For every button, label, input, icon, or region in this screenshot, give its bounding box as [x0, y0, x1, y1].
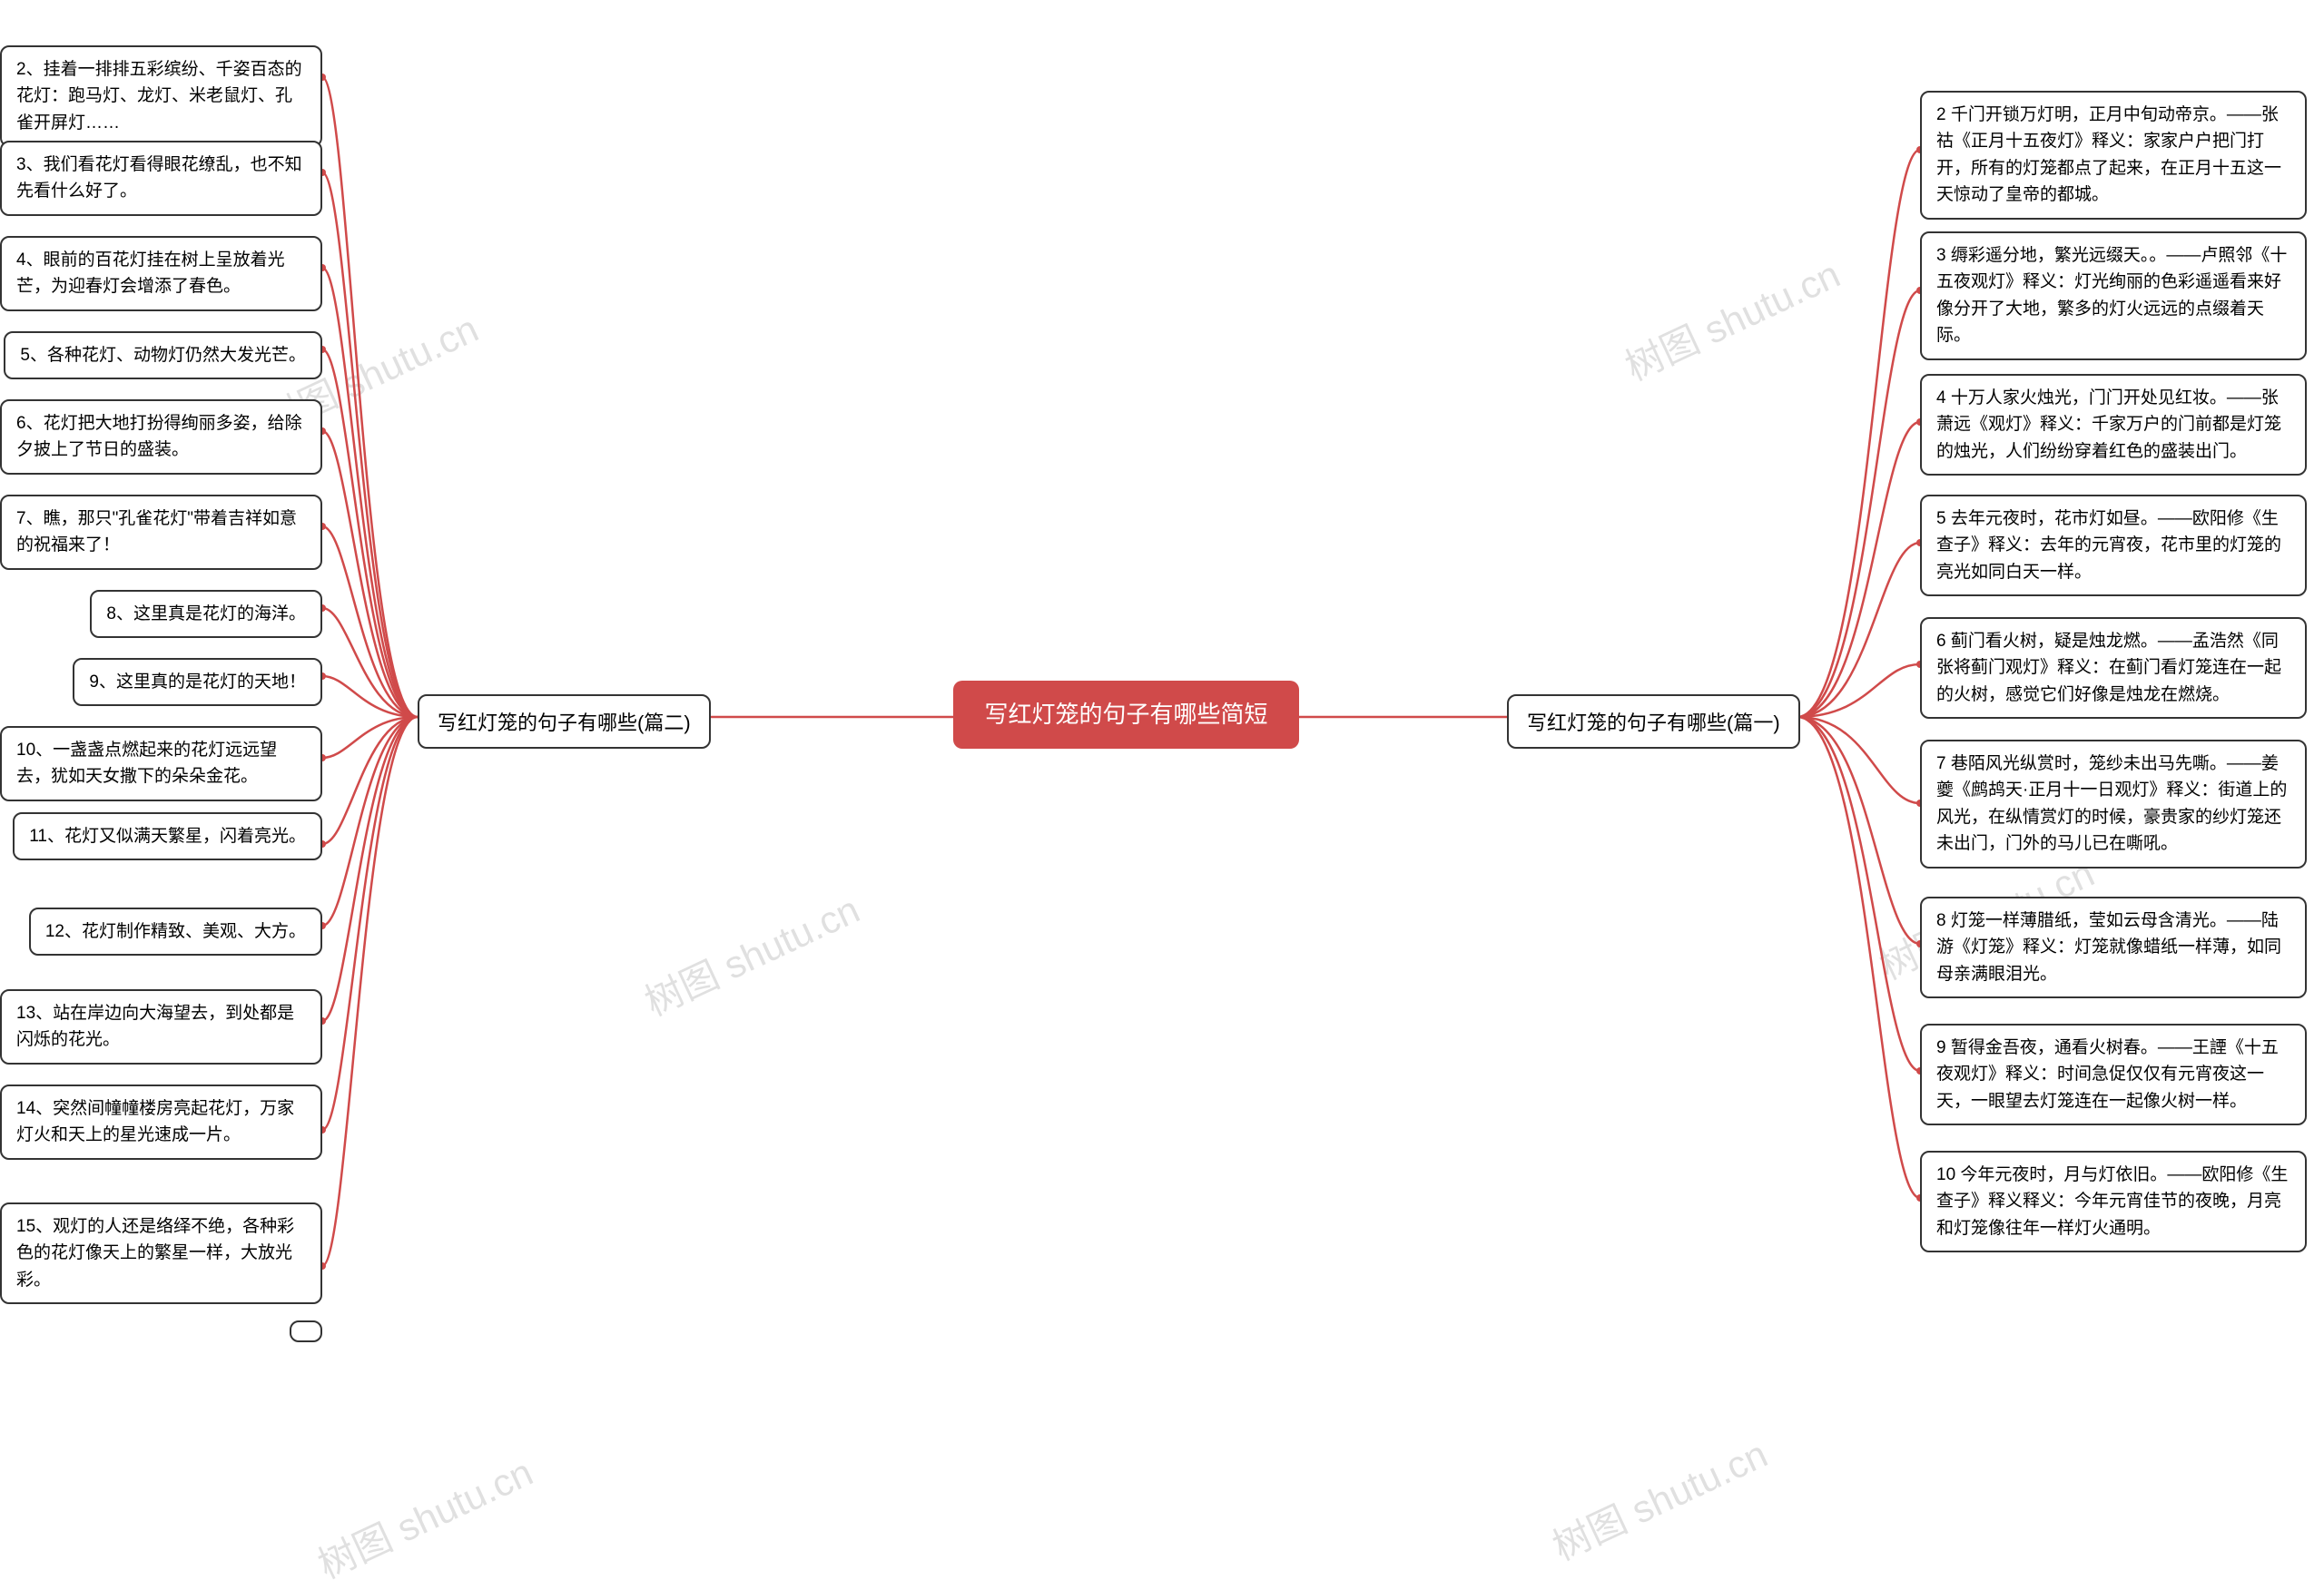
left-leaf-15[interactable] [290, 1320, 322, 1342]
left-leaf-7[interactable]: 8、这里真是花灯的海洋。 [90, 590, 322, 638]
root-title: 写红灯笼的句子有哪些简短 [984, 697, 1267, 732]
leaf-text: 4、眼前的百花灯挂在树上呈放着光芒，为迎春灯会增添了春色。 [16, 250, 285, 296]
left-leaf-1[interactable]: 2、挂着一排排五彩缤纷、千姿百态的花灯：跑马灯、龙灯、米老鼠灯、孔雀开屏灯…… [0, 45, 322, 147]
left-leaf-10[interactable]: 11、花灯又似满天繁星，闪着亮光。 [13, 812, 322, 860]
watermark: 树图 shutu.cn [308, 1442, 540, 1590]
leaf-text: 15、观灯的人还是络绎不绝，各种彩色的花灯像天上的繁星一样，大放光彩。 [16, 1217, 294, 1290]
leaf-text: 10 今年元夜时，月与灯依旧。——欧阳修《生查子》释义释义：今年元宵佳节的夜晚，… [1936, 1165, 2288, 1238]
branch-right[interactable]: 写红灯笼的句子有哪些(篇一) [1507, 694, 1800, 749]
left-leaf-3[interactable]: 4、眼前的百花灯挂在树上呈放着光芒，为迎春灯会增添了春色。 [0, 236, 322, 311]
right-leaf-4[interactable]: 5 去年元夜时，花市灯如昼。——欧阳修《生查子》释义：去年的元宵夜，花市里的灯笼… [1920, 495, 2307, 596]
leaf-text: 8、这里真是花灯的海洋。 [106, 604, 306, 623]
right-leaf-5[interactable]: 6 蓟门看火树，疑是烛龙燃。——孟浩然《同张将蓟门观灯》释义：在蓟门看灯笼连在一… [1920, 617, 2307, 719]
leaf-text: 3 缛彩遥分地，繁光远缀天。。——卢照邻《十五夜观灯》释义：灯光绚丽的色彩遥遥看… [1936, 246, 2287, 345]
left-leaf-11[interactable]: 12、花灯制作精致、美观、大方。 [29, 908, 322, 956]
leaf-text: 8 灯笼一样薄腊纸，莹如云母含清光。——陆游《灯笼》释义：灯笼就像蜡纸一样薄，如… [1936, 911, 2281, 984]
left-leaf-8[interactable]: 9、这里真的是花灯的天地！ [73, 658, 322, 706]
left-leaf-2[interactable]: 3、我们看花灯看得眼花缭乱，也不知先看什么好了。 [0, 141, 322, 216]
watermark: 树图 shutu.cn [1542, 1424, 1775, 1572]
leaf-text: 5、各种花灯、动物灯仍然大发光芒。 [20, 346, 306, 365]
left-leaf-5[interactable]: 6、花灯把大地打扮得绚丽多姿，给除夕披上了节日的盛装。 [0, 399, 322, 475]
watermark: 树图 shutu.cn [1615, 244, 1847, 392]
leaf-text: 12、花灯制作精致、美观、大方。 [45, 922, 306, 941]
leaf-text: 13、站在岸边向大海望去，到处都是闪烁的花光。 [16, 1004, 294, 1049]
leaf-text: 2 千门开锁万灯明，正月中旬动帝京。——张祜《正月十五夜灯》释义：家家户户把门打… [1936, 105, 2281, 204]
leaf-text: 9、这里真的是花灯的天地！ [89, 672, 306, 692]
leaf-text: 5 去年元夜时，花市灯如昼。——欧阳修《生查子》释义：去年的元宵夜，花市里的灯笼… [1936, 509, 2281, 582]
left-leaf-6[interactable]: 7、瞧，那只"孔雀花灯"带着吉祥如意的祝福来了！ [0, 495, 322, 570]
leaf-text: 3、我们看花灯看得眼花缭乱，也不知先看什么好了。 [16, 155, 302, 201]
leaf-text: 11、花灯又似满天繁星，闪着亮光。 [29, 827, 306, 846]
leaf-text: 6 蓟门看火树，疑是烛龙燃。——孟浩然《同张将蓟门观灯》释义：在蓟门看灯笼连在一… [1936, 632, 2281, 704]
watermark: 树图 shutu.cn [635, 879, 867, 1027]
leaf-text: 9 暂得金吾夜，通看火树春。——王諲《十五夜观灯》释义：时间急促仅仅有元宵夜这一… [1936, 1038, 2279, 1111]
right-leaf-7[interactable]: 8 灯笼一样薄腊纸，莹如云母含清光。——陆游《灯笼》释义：灯笼就像蜡纸一样薄，如… [1920, 897, 2307, 998]
left-leaf-14[interactable]: 15、观灯的人还是络绎不绝，各种彩色的花灯像天上的繁星一样，大放光彩。 [0, 1202, 322, 1304]
branch-right-label: 写红灯笼的句子有哪些(篇一) [1527, 712, 1780, 734]
leaf-text: 4 十万人家火烛光，门门开处见红妆。——张萧远《观灯》释义：千家万户的门前都是灯… [1936, 388, 2281, 461]
branch-left-label: 写红灯笼的句子有哪些(篇二) [438, 712, 691, 734]
right-leaf-1[interactable]: 2 千门开锁万灯明，正月中旬动帝京。——张祜《正月十五夜灯》释义：家家户户把门打… [1920, 91, 2307, 220]
left-leaf-9[interactable]: 10、一盏盏点燃起来的花灯远远望去，犹如天女撒下的朵朵金花。 [0, 726, 322, 801]
leaf-text: 10、一盏盏点燃起来的花灯远远望去，犹如天女撒下的朵朵金花。 [16, 741, 277, 786]
left-leaf-12[interactable]: 13、站在岸边向大海望去，到处都是闪烁的花光。 [0, 989, 322, 1065]
leaf-text: 7、瞧，那只"孔雀花灯"带着吉祥如意的祝福来了！ [16, 509, 297, 555]
right-leaf-8[interactable]: 9 暂得金吾夜，通看火树春。——王諲《十五夜观灯》释义：时间急促仅仅有元宵夜这一… [1920, 1024, 2307, 1125]
right-leaf-9[interactable]: 10 今年元夜时，月与灯依旧。——欧阳修《生查子》释义释义：今年元宵佳节的夜晚，… [1920, 1151, 2307, 1252]
left-leaf-4[interactable]: 5、各种花灯、动物灯仍然大发光芒。 [4, 331, 322, 379]
leaf-text: 2、挂着一排排五彩缤纷、千姿百态的花灯：跑马灯、龙灯、米老鼠灯、孔雀开屏灯…… [16, 60, 302, 132]
root-node[interactable]: 写红灯笼的句子有哪些简短 [953, 681, 1299, 749]
branch-left[interactable]: 写红灯笼的句子有哪些(篇二) [418, 694, 711, 749]
leaf-text: 14、突然间幢幢楼房亮起花灯，万家灯火和天上的星光速成一片。 [16, 1099, 294, 1144]
right-leaf-2[interactable]: 3 缛彩遥分地，繁光远缀天。。——卢照邻《十五夜观灯》释义：灯光绚丽的色彩遥遥看… [1920, 231, 2307, 360]
right-leaf-6[interactable]: 7 巷陌风光纵赏时，笼纱未出马先嘶。——姜夔《鹧鸪天·正月十一日观灯》释义：街道… [1920, 740, 2307, 869]
mindmap-canvas: 树图 shutu.cn 树图 shutu.cn 树图 shutu.cn 树图 s… [0, 0, 2324, 1549]
left-leaf-13[interactable]: 14、突然间幢幢楼房亮起花灯，万家灯火和天上的星光速成一片。 [0, 1085, 322, 1160]
right-leaf-3[interactable]: 4 十万人家火烛光，门门开处见红妆。——张萧远《观灯》释义：千家万户的门前都是灯… [1920, 374, 2307, 476]
leaf-text: 6、花灯把大地打扮得绚丽多姿，给除夕披上了节日的盛装。 [16, 414, 302, 459]
leaf-text: 7 巷陌风光纵赏时，笼纱未出马先嘶。——姜夔《鹧鸪天·正月十一日观灯》释义：街道… [1936, 754, 2287, 853]
